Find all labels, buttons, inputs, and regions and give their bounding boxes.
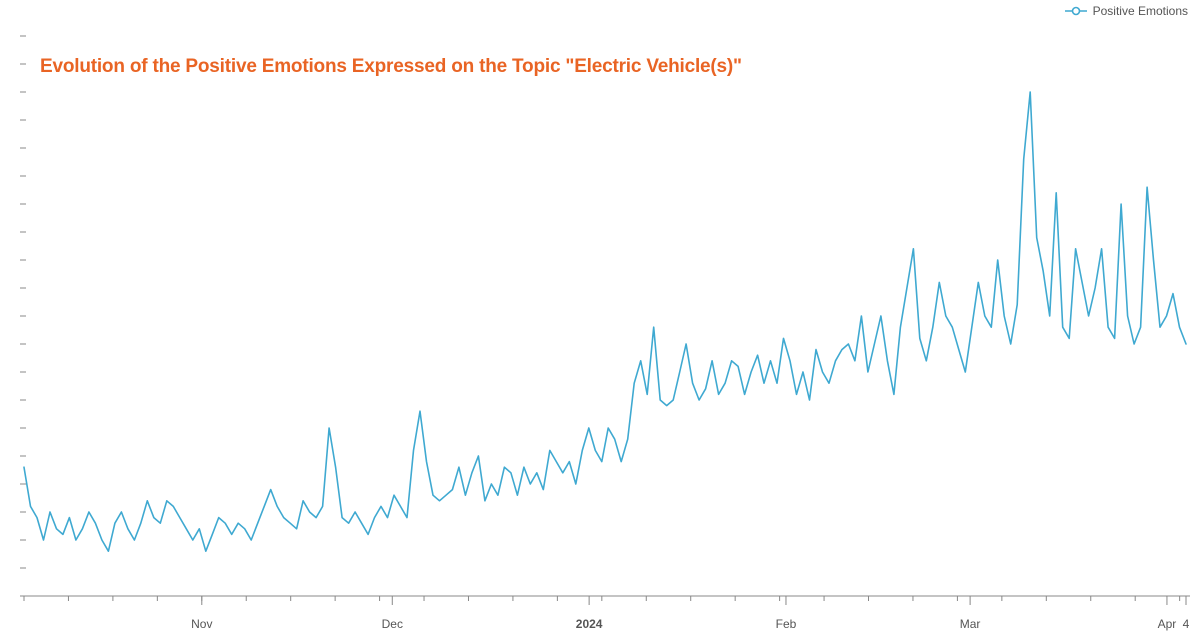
x-tick-label: Apr — [1158, 617, 1177, 631]
legend-label: Positive Emotions — [1093, 4, 1188, 18]
chart-plot — [20, 26, 1190, 616]
x-tick-label: 4 — [1183, 617, 1190, 631]
chart-container: Positive Emotions Evolution of the Posit… — [0, 0, 1200, 641]
x-tick-label: Nov — [191, 617, 212, 631]
x-tick-label: Mar — [960, 617, 981, 631]
x-axis-labels: Nov Dec 2024 Feb Mar Apr 4 — [20, 617, 1190, 637]
legend-marker-icon — [1065, 6, 1087, 16]
x-tick-label: Feb — [776, 617, 797, 631]
x-tick-label: Dec — [382, 617, 403, 631]
x-tick-label: 2024 — [576, 617, 603, 631]
legend: Positive Emotions — [1065, 4, 1188, 18]
